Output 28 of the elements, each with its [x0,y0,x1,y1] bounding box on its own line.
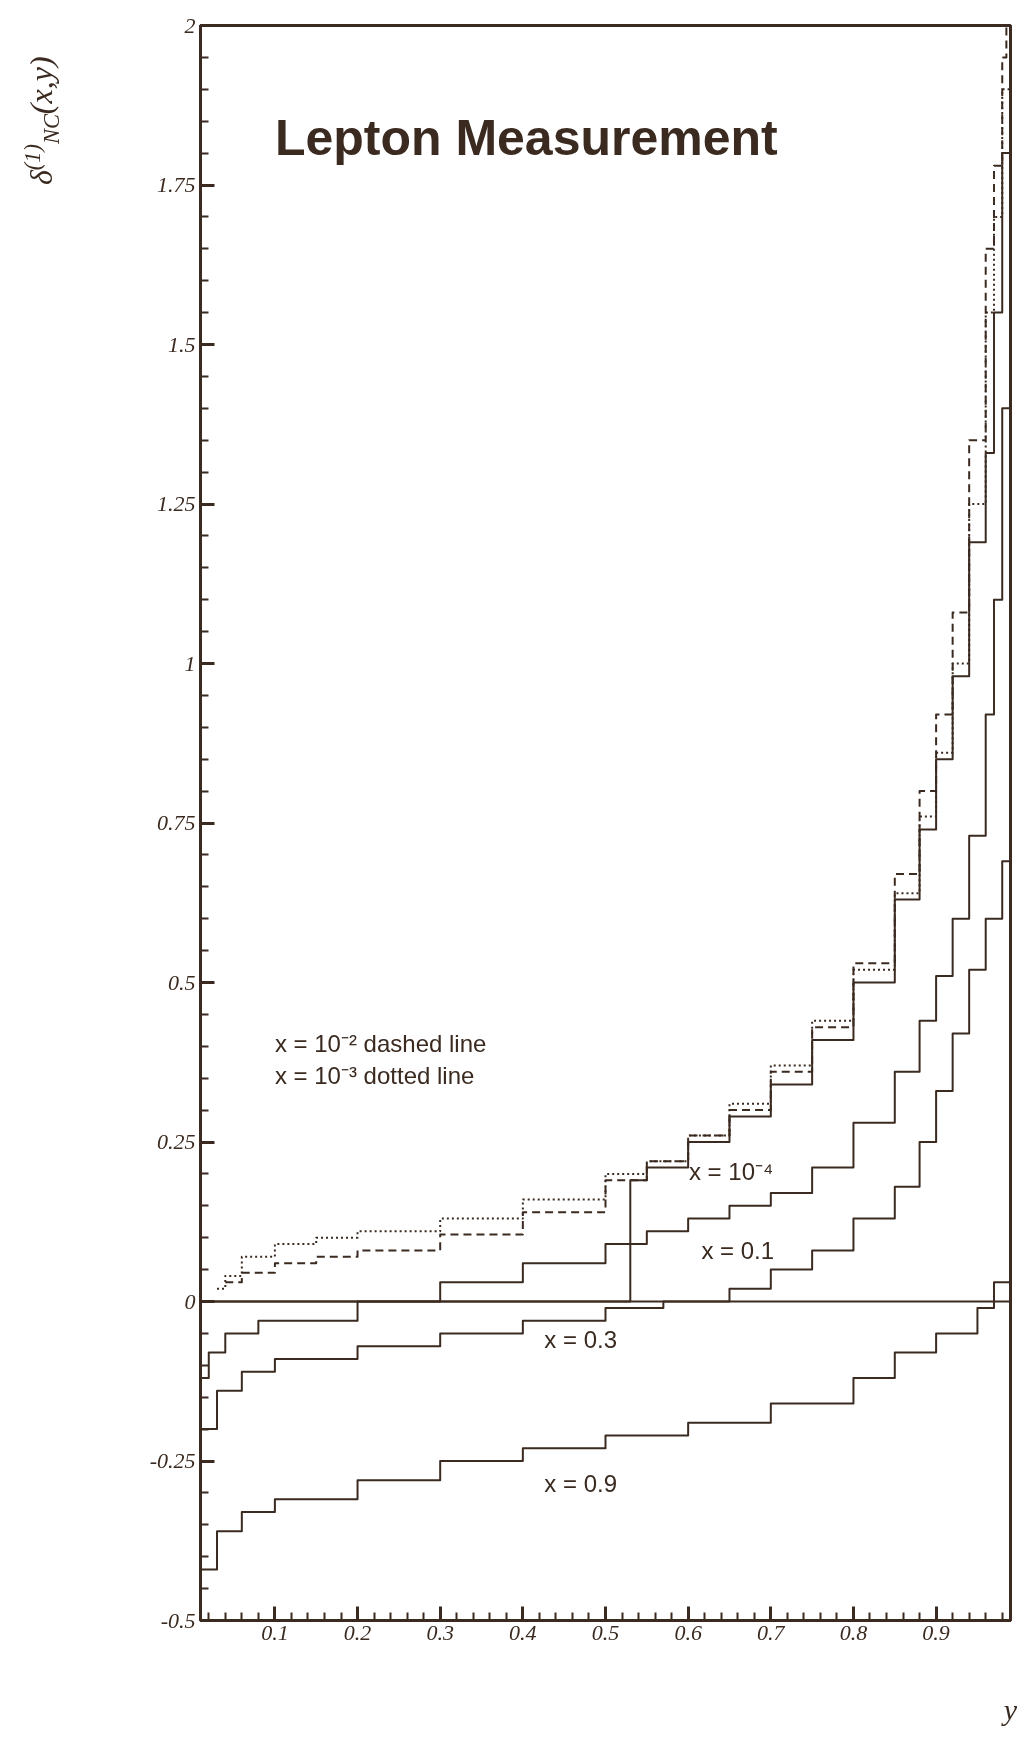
x-tick-label: 0.8 [839,1619,868,1645]
text: Lepton Measurement [274,109,779,166]
y-tick-label: 2 [184,12,196,38]
x-tick-label: 0.1 [261,1619,289,1645]
x-tick-label: 0.2 [343,1619,372,1645]
x-tick-label: 0.3 [426,1619,454,1645]
y-tick-label: 0.25 [157,1129,196,1154]
y-tick-label: 1 [184,650,196,676]
x-tick-label: 0.5 [591,1619,620,1645]
annotation: x = 10⁻³ dotted line [274,1061,475,1089]
y-tick-label: -0.5 [160,1607,196,1633]
y-tick-label: 0 [184,1288,196,1314]
x-tick-label: 0.7 [757,1619,786,1645]
x-tick-label: 0.4 [509,1619,537,1645]
x-tick-label: 0.9 [922,1619,950,1645]
annotation: x = 10⁻² dashed line [274,1029,487,1057]
y-tick-label: 1.25 [157,491,196,516]
annotation: x = 10⁻⁴ [688,1158,774,1186]
x-axis-title: y [1000,1692,1018,1726]
y-tick-label: 1.75 [157,172,196,197]
y-tick-label: 0.75 [157,810,196,835]
annotation: x = 0.1 [701,1236,775,1264]
y-tick-label: 1.5 [168,331,196,357]
y-tick-label: 0.5 [168,969,196,995]
annotation: x = 0.9 [544,1469,618,1497]
y-tick-label: -0.25 [149,1448,196,1473]
annotation: x = 0.3 [544,1326,618,1354]
x-tick-label: 0.6 [674,1619,702,1645]
